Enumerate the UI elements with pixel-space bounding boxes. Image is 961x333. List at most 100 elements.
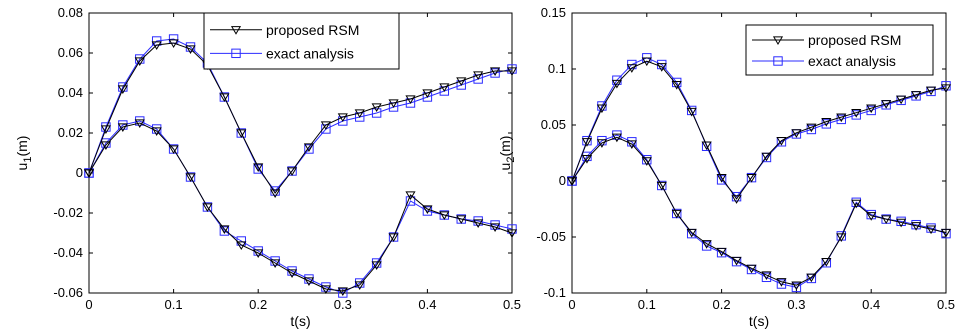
chart-1-data-point: [355, 278, 365, 288]
chart-1-x-tick-label: 0.3: [334, 297, 352, 312]
chart-1-data-point: [304, 144, 314, 154]
chart-2-x-tick-label: 0.2: [713, 297, 731, 312]
chart-2-data-point: [866, 105, 876, 116]
chart-2-data-point: [791, 281, 802, 291]
chart-2-data-point: [866, 212, 877, 221]
chart-2-data-point: [821, 119, 832, 129]
chart-1-y-axis-unit: (m): [14, 136, 30, 157]
chart-1-data-point: [456, 215, 467, 224]
chart-2-y-axis-title: u2(m): [497, 136, 517, 171]
chart-1-data-point: [422, 89, 433, 98]
chart-1-data-point: [337, 287, 348, 296]
chart-1-legend-label: proposed RSM: [266, 22, 359, 38]
chart-2-data-point: [686, 228, 697, 238]
chart-2-data-point: [896, 95, 907, 105]
chart-2-x-tick-label: 0: [568, 297, 575, 312]
chart-1-data-point: [371, 103, 382, 112]
chart-1-data-point: [118, 120, 128, 130]
chart-1-data-point: [405, 95, 416, 104]
chart-1-data-point: [473, 216, 483, 226]
chart-1-x-tick-label: 0: [85, 297, 92, 312]
chart-1-data-point: [371, 108, 382, 118]
chart-2-data-point: [671, 209, 682, 219]
chart-2-data-point: [791, 129, 802, 138]
chart-2-data-point: [866, 104, 877, 114]
chart-2-y-tick-label: -0.05: [536, 229, 566, 244]
chart-2-data-point: [836, 114, 846, 125]
chart-2-data-point: [896, 218, 907, 228]
chart-2-data-point: [686, 107, 697, 117]
chart-2-data-point: [626, 64, 637, 73]
chart-2: 0 0.1 0.2 0.3 0.4 0.5 -0.1 -0.05 0 0.05 0.1 0.15 t(s…: [497, 5, 955, 329]
chart-2-data-point: [806, 273, 817, 283]
chart-1-data-point: [303, 143, 315, 152]
chart-1-data-point: [286, 167, 298, 176]
chart-1-data-point: [490, 220, 500, 230]
chart-2-y-axis-symbol: u: [497, 163, 513, 171]
chart-2-data-point: [851, 109, 862, 118]
chart-1-y-tick-label: 0.02: [58, 125, 83, 140]
chart-2-data-point: [836, 113, 847, 123]
chart-2-data-point: [925, 225, 937, 235]
chart-1-legend: proposed RSM exact analysis: [203, 12, 400, 70]
chart-2-data-point: [701, 240, 712, 249]
chart-1-data-point: [219, 226, 230, 236]
chart-1-data-point: [286, 269, 298, 278]
chart-2-y-axis-unit: (m): [497, 136, 513, 157]
chart-2-legend: proposed RSM exact analysis: [745, 24, 934, 76]
chart-1-data-point: [134, 57, 145, 66]
chart-2-data-point: [806, 123, 817, 133]
chart-2-legend-marker: [772, 36, 784, 45]
chart-2-data-point: [776, 137, 787, 146]
chart-1-y-tick-label: -0.02: [53, 205, 83, 220]
chart-1-data-point: [388, 99, 399, 108]
chart-1-x-axis-title: t(s): [290, 313, 310, 329]
chart-1-data-point: [371, 261, 382, 270]
chart-2-data-point: [911, 91, 922, 100]
chart-1-data-point: [439, 83, 450, 92]
chart-2-data-point: [626, 140, 637, 150]
chart-2-data-point: [716, 247, 727, 257]
chart-1-data-point: [101, 122, 111, 132]
chart-1-legend-box: [203, 12, 400, 70]
chart-1-data-point: [303, 277, 315, 286]
chart-2-data-point: [925, 86, 937, 96]
chart-2-x-tick-label: 0.3: [787, 297, 805, 312]
chart-1-data-point: [456, 77, 467, 86]
chart-1-data-point: [490, 67, 501, 76]
chart-2-data-point: [881, 215, 892, 225]
chart-1-data-point: [439, 211, 450, 220]
chart-1-data-point: [236, 241, 247, 250]
chart-1-data-point: [388, 233, 399, 242]
chart-2-data-point: [581, 138, 593, 147]
chart-1-data-point: [253, 249, 264, 258]
chart-1-x-tick-label: 0.2: [249, 297, 267, 312]
chart-1-x-tick-label: 0.4: [418, 297, 436, 312]
chart-1-data-point: [371, 258, 382, 268]
chart-2-data-point: [596, 104, 607, 114]
chart-1-series-proposed-upper: [83, 39, 518, 198]
chart-2-y-tick-label: 0.15: [541, 5, 566, 20]
chart-1-data-point: [473, 71, 484, 80]
chart-1-data-point: [134, 119, 145, 128]
chart-2-data-point: [731, 256, 742, 266]
chart-2-data-point: [716, 173, 727, 183]
chart-2-y-tick-label: 0.05: [541, 117, 566, 132]
chart-2-data-point: [656, 181, 667, 191]
chart-2-data-point: [911, 222, 922, 231]
chart-1-series-proposed-lower: [83, 119, 518, 296]
chart-1-data-point: [507, 64, 517, 74]
chart-2-data-point: [641, 157, 652, 166]
chart-1-data-point: [100, 141, 111, 150]
chart-2-series-proposed-upper: [566, 57, 952, 204]
chart-1-data-point: [337, 113, 348, 122]
chart-2-data-point: [776, 278, 787, 287]
chart-2-data-point: [821, 117, 832, 127]
chart-1-data-point: [135, 116, 145, 126]
chart-1-data-point: [117, 85, 128, 94]
chart-1: 0 0.1 0.2 0.3 0.4 0.5 -0.06 -0.04 -0.02 0 0.02 0.04…: [14, 5, 521, 329]
chart-2-data-point: [761, 152, 772, 162]
chart-1-data-point: [202, 203, 213, 212]
chart-1-y-tick-label: 0.08: [58, 5, 83, 20]
chart-2-data-point: [761, 271, 772, 281]
